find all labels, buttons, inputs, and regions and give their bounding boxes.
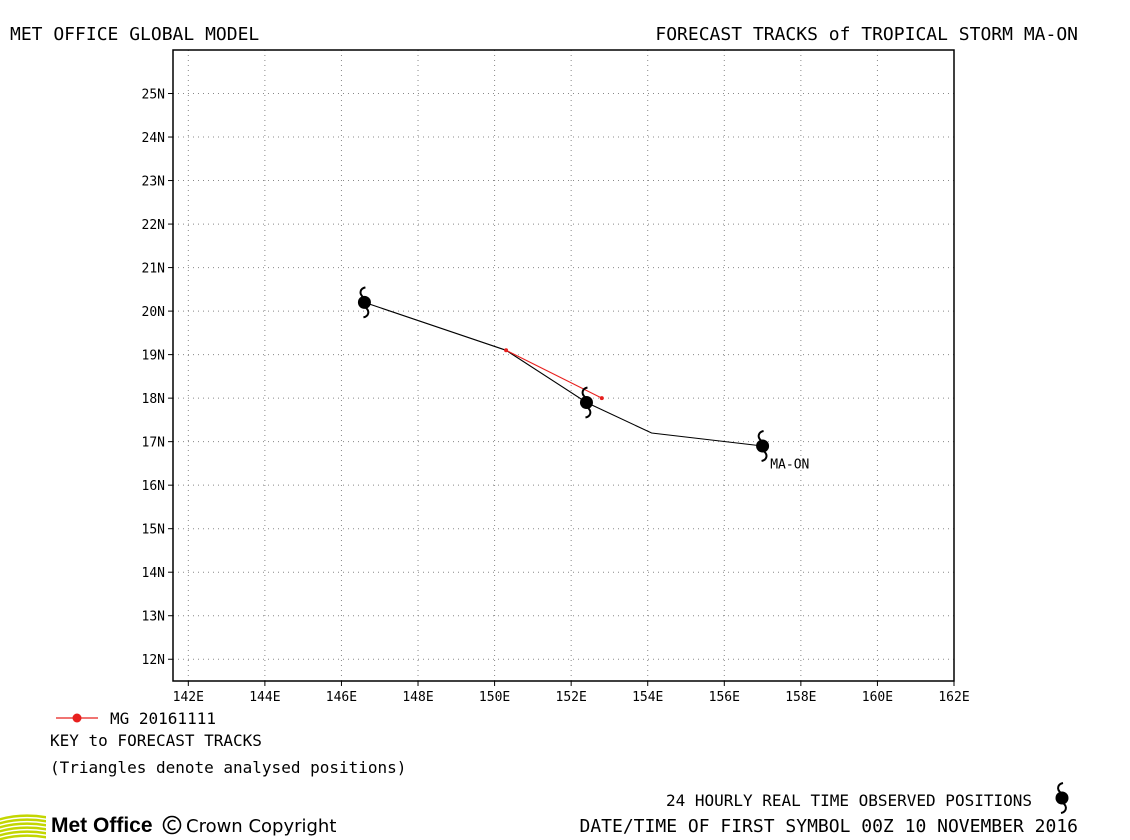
x-tick-label: 150E: [479, 690, 510, 705]
copyright-icon: [162, 815, 182, 835]
chart-title: FORECAST TRACKS of TROPICAL STORM MA-ON: [655, 24, 1078, 45]
y-tick-label: 12N: [142, 653, 165, 668]
copyright: Crown Copyright: [162, 815, 336, 837]
y-tick-label: 24N: [142, 131, 165, 146]
observed-track-line: [364, 301, 763, 447]
x-tick-label: 144E: [249, 690, 280, 705]
x-tick-label: 162E: [938, 690, 969, 705]
y-tick-label: 19N: [142, 349, 165, 364]
grid-lines: [173, 50, 954, 681]
model-title: MET OFFICE GLOBAL MODEL: [10, 24, 259, 45]
legend-model-entry: MG 20161111: [110, 709, 216, 728]
y-axis: 12N 13N 14N 15N 16N 17N 18N 19N 20N 21N 22N 23N 24N 2…: [142, 88, 173, 668]
x-tick-label: 146E: [326, 690, 357, 705]
forecast-track-point: [599, 396, 604, 401]
observed-position-icon: [578, 386, 594, 419]
legend-marker: [72, 713, 82, 723]
x-tick-label: 152E: [556, 690, 587, 705]
x-tick-label: 154E: [632, 690, 663, 705]
met-office-logo: Met Office: [0, 814, 153, 840]
y-tick-label: 17N: [142, 436, 165, 451]
y-tick-label: 25N: [142, 88, 165, 103]
x-tick-label: 160E: [862, 690, 893, 705]
y-tick-label: 23N: [142, 175, 165, 190]
legend: MG 20161111 KEY to FORECAST TRACKS (Tria…: [50, 709, 406, 777]
y-tick-label: 18N: [142, 392, 165, 407]
annotations: MA-ON: [770, 457, 809, 472]
observed-position-icon: [755, 430, 771, 463]
y-tick-label: 21N: [142, 262, 165, 277]
x-tick-label: 158E: [785, 690, 816, 705]
y-tick-label: 14N: [142, 566, 165, 581]
first-symbol-date: DATE/TIME OF FIRST SYMBOL 00Z 10 NOVEMBE…: [580, 816, 1079, 837]
met-office-logo-icon: [0, 814, 46, 840]
y-tick-label: 20N: [142, 305, 165, 320]
y-tick-label: 15N: [142, 523, 165, 538]
tracks: [356, 286, 771, 463]
cyclone-symbol-icon: [1054, 782, 1070, 814]
logo-text: Met Office: [51, 814, 153, 837]
y-tick-label: 22N: [142, 218, 165, 233]
storm-name-label: MA-ON: [770, 457, 809, 472]
observed-positions-text: 24 HOURLY REAL TIME OBSERVED POSITIONS: [666, 791, 1032, 810]
x-tick-label: 156E: [709, 690, 740, 705]
legend-note: (Triangles denote analysed positions): [50, 758, 406, 777]
x-tick-label: 142E: [173, 690, 204, 705]
plot-frame: [172, 49, 955, 682]
x-axis: 142E 144E 146E 148E 150E 152E 154E 156E 158E 160E…: [173, 681, 970, 705]
legend-title: KEY to FORECAST TRACKS: [50, 731, 262, 750]
copyright-text: Crown Copyright: [186, 816, 336, 837]
y-tick-label: 13N: [142, 610, 165, 625]
observed-position-icon: [356, 286, 372, 319]
x-tick-label: 148E: [402, 690, 433, 705]
y-tick-label: 16N: [142, 479, 165, 494]
forecast-track-line: [505, 349, 603, 399]
forecast-track-point: [504, 348, 509, 353]
